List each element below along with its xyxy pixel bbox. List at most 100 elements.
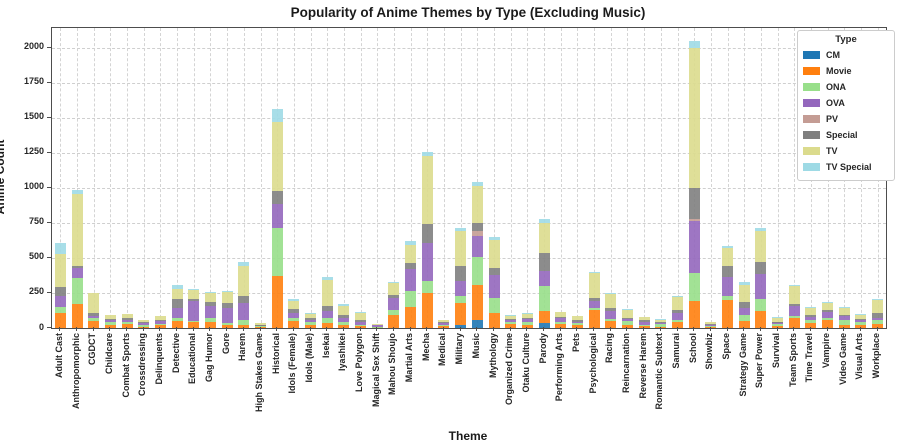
bar-segment-tv bbox=[855, 314, 867, 319]
bar-segment-ova bbox=[872, 318, 884, 321]
bar-segment-tv-special bbox=[855, 314, 867, 315]
bar-segment-ova bbox=[255, 325, 266, 326]
bar-segment-ona bbox=[705, 325, 717, 327]
bar-segment-movie bbox=[271, 276, 283, 328]
bar-segment-special bbox=[71, 266, 83, 269]
bar-segment-special bbox=[872, 313, 884, 319]
y-gridline bbox=[52, 257, 886, 259]
x-tick-label-text: Super Power bbox=[754, 333, 765, 389]
x-tick-label-text: High Stakes Game bbox=[254, 333, 264, 413]
bar-segment-ona bbox=[371, 326, 383, 328]
x-tick-mark bbox=[776, 327, 778, 331]
x-tick-mark bbox=[209, 327, 211, 331]
bar-segment-pv bbox=[688, 219, 700, 221]
bar-segment-ona bbox=[321, 318, 333, 324]
x-tick-mark bbox=[76, 327, 78, 331]
bar-segment-tv bbox=[688, 47, 700, 188]
x-tick-mark bbox=[92, 327, 94, 331]
bar-segment-ona bbox=[88, 317, 100, 321]
bar-segment-tv bbox=[405, 244, 417, 263]
y-gridline bbox=[52, 222, 886, 224]
bar-segment-special bbox=[338, 314, 350, 318]
y-tick-label: 0 bbox=[38, 321, 44, 332]
bar-segment-ona bbox=[688, 272, 700, 302]
bar-segment-movie bbox=[71, 304, 83, 328]
x-gridline bbox=[260, 28, 262, 328]
bar-segment-ova bbox=[805, 316, 817, 321]
x-tick-label: Time Travel bbox=[803, 333, 817, 382]
legend-item-label: TV bbox=[826, 146, 838, 156]
bar-segment-tv bbox=[655, 319, 667, 323]
x-tick-mark bbox=[142, 327, 144, 331]
bar-segment-ova bbox=[655, 323, 667, 324]
x-tick-label-text: Medical bbox=[437, 333, 448, 367]
x-tick-label: Idols (Female) bbox=[286, 333, 300, 394]
bar-segment-special bbox=[555, 316, 567, 319]
x-tick-label-text: CGDCT bbox=[87, 333, 98, 365]
bar-segment-ova bbox=[321, 311, 333, 319]
x-tick-mark bbox=[392, 327, 394, 331]
bar-segment-special bbox=[788, 304, 800, 307]
legend: Type CM Movie ONA OVA PV Special TV TV Special bbox=[797, 30, 895, 181]
bar-segment-movie bbox=[688, 301, 700, 328]
x-tick-label-text: Samurai bbox=[671, 333, 681, 369]
x-tick-label: Mahou Shoujo bbox=[386, 333, 400, 395]
x-tick-label-text: Space bbox=[721, 333, 732, 360]
x-tick-mark bbox=[276, 327, 278, 331]
x-tick-label: Gore bbox=[219, 333, 233, 354]
bar-segment-tv bbox=[588, 273, 600, 298]
bar-segment-tv-special bbox=[722, 246, 734, 249]
x-tick-mark bbox=[643, 327, 645, 331]
bar-segment-movie bbox=[255, 326, 266, 328]
bar-segment-tv bbox=[305, 313, 317, 318]
legend-item-label: PV bbox=[826, 114, 839, 124]
x-tick-label: Workplace bbox=[870, 333, 884, 378]
bar-segment-ova bbox=[388, 297, 400, 310]
bar-segment-tv bbox=[605, 293, 617, 308]
x-gridline bbox=[460, 28, 462, 328]
bar-segment-special bbox=[54, 287, 66, 296]
bar-segment-tv-special bbox=[305, 312, 317, 314]
x-tick-label: Romantic Subtext bbox=[653, 333, 667, 410]
bar-segment-ona bbox=[738, 315, 750, 321]
bar-segment-movie bbox=[872, 323, 884, 328]
bar-segment-special bbox=[471, 222, 483, 232]
x-gridline bbox=[77, 28, 79, 328]
bar-segment-special bbox=[588, 297, 600, 301]
x-tick-label: Parody bbox=[536, 333, 550, 364]
bar-segment-movie bbox=[738, 321, 750, 328]
bar-segment-ona bbox=[772, 323, 784, 326]
bar-segment-special bbox=[805, 315, 817, 317]
y-tick-mark bbox=[47, 186, 51, 188]
x-tick-mark bbox=[309, 327, 311, 331]
x-tick-mark bbox=[876, 327, 878, 331]
bar-segment-ona bbox=[555, 321, 567, 324]
x-tick-mark bbox=[726, 327, 728, 331]
bar-segment-tv-special bbox=[221, 290, 233, 292]
bar-segment-ona bbox=[138, 325, 150, 327]
x-gridline bbox=[377, 28, 379, 328]
bar-segment-ova bbox=[772, 322, 784, 324]
bar-segment-movie bbox=[788, 318, 800, 328]
bar-segment-tv-special bbox=[588, 271, 600, 274]
bar-segment-ova bbox=[455, 281, 467, 297]
bar-segment-tv-special bbox=[655, 318, 667, 320]
x-tick-label-text: Delinquents bbox=[153, 333, 164, 385]
bar-segment-ova bbox=[705, 324, 717, 326]
bar-segment-ova bbox=[788, 306, 800, 317]
bar-segment-ona bbox=[238, 319, 250, 325]
x-tick-label-text: Otaku Culture bbox=[520, 333, 531, 393]
y-tick-label: 1250 bbox=[23, 146, 44, 157]
bar-segment-tv-special bbox=[672, 295, 683, 297]
x-gridline bbox=[777, 28, 779, 328]
legend-item-cm: CM bbox=[803, 47, 889, 63]
bar-segment-tv bbox=[755, 230, 767, 263]
bar-segment-special bbox=[271, 191, 283, 204]
bar-segment-special bbox=[204, 302, 216, 306]
x-tick-label-text: Magical Sex Shift bbox=[370, 333, 381, 408]
bar-segment-special bbox=[605, 307, 617, 312]
bar-segment-ona bbox=[855, 321, 867, 326]
x-tick-label: Team Sports bbox=[786, 333, 800, 387]
x-gridline bbox=[727, 28, 729, 328]
x-tick-label: Showbiz bbox=[703, 333, 717, 370]
